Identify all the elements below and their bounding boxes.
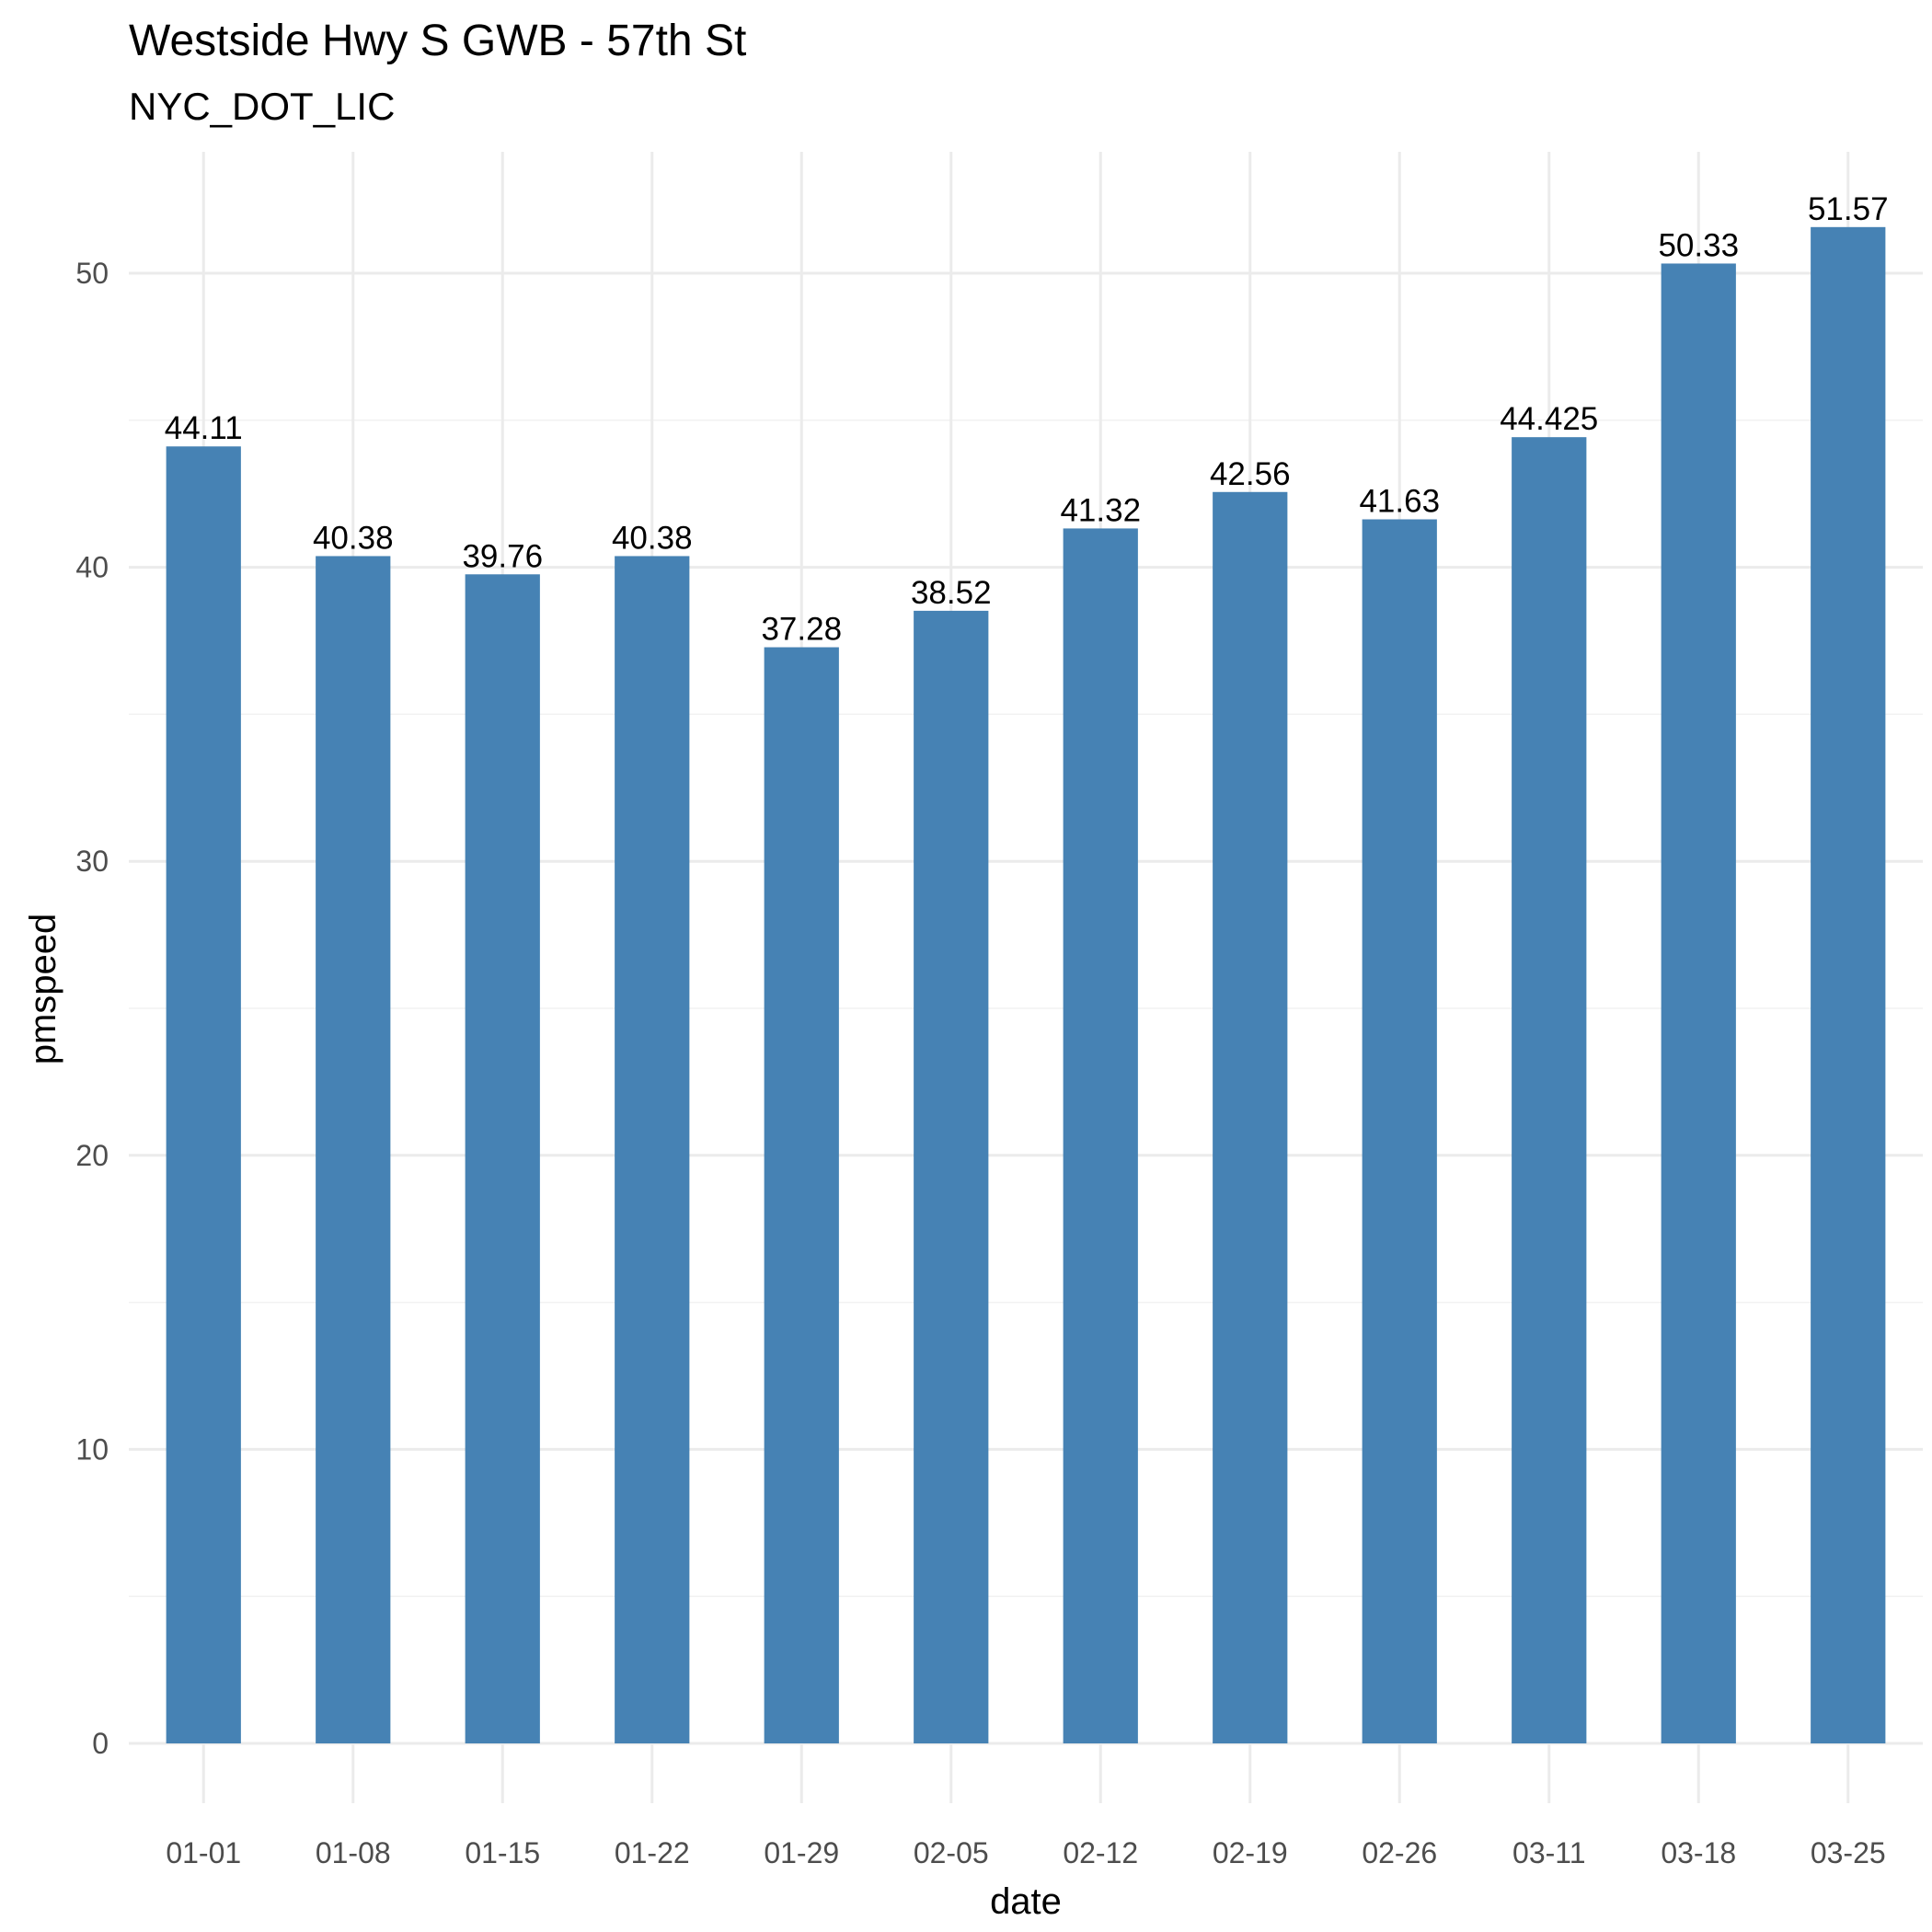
y-tick-labels: 0 10 20 30 40 50 — [75, 257, 109, 1760]
x-tick-labels: 01-01 01-08 01-15 01-22 01-29 02-05 02-12 02-19… — [166, 1836, 1885, 1869]
bar — [166, 446, 241, 1743]
grid — [129, 152, 1923, 1803]
data-label: 39.76 — [462, 538, 543, 574]
bar — [764, 647, 839, 1743]
data-label: 38.52 — [911, 575, 992, 611]
data-label: 50.33 — [1658, 227, 1739, 263]
y-tick-label: 10 — [75, 1432, 109, 1466]
y-tick-label: 40 — [75, 551, 109, 584]
chart-subtitle: NYC_DOT_LIC — [129, 85, 395, 128]
data-label: 40.38 — [313, 520, 394, 556]
chart-title: Westside Hwy S GWB - 57th St — [129, 17, 746, 65]
data-label: 44.425 — [1500, 401, 1598, 437]
x-tick-label: 01-01 — [166, 1836, 241, 1869]
x-tick-label: 02-05 — [914, 1836, 989, 1869]
data-label: 44.11 — [165, 410, 243, 446]
x-tick-label: 03-11 — [1512, 1836, 1585, 1869]
x-tick-label: 01-15 — [465, 1836, 540, 1869]
data-label: 51.57 — [1808, 191, 1889, 227]
x-tick-label: 02-26 — [1362, 1836, 1437, 1869]
bar — [1661, 263, 1736, 1744]
y-tick-label: 30 — [75, 845, 109, 878]
data-label: 42.56 — [1210, 456, 1291, 492]
bar — [1213, 491, 1288, 1743]
y-tick-label: 50 — [75, 257, 109, 290]
bars — [166, 226, 1886, 1744]
x-tick-label: 02-12 — [1063, 1836, 1138, 1869]
bar — [1063, 528, 1138, 1743]
bar — [1811, 226, 1886, 1744]
bar — [914, 610, 989, 1743]
y-tick-label: 0 — [92, 1727, 109, 1760]
bar — [465, 574, 540, 1743]
x-axis-label: date — [990, 1881, 1062, 1922]
data-label: 37.28 — [761, 612, 842, 648]
data-label: 41.63 — [1359, 484, 1440, 520]
bar — [1362, 519, 1437, 1744]
bar — [316, 556, 391, 1743]
y-axis-label: pmspeed — [23, 914, 63, 1065]
x-tick-label: 01-29 — [764, 1836, 839, 1869]
y-tick-label: 20 — [75, 1139, 109, 1172]
x-tick-label: 02-19 — [1213, 1836, 1288, 1869]
x-tick-label: 01-22 — [615, 1836, 690, 1869]
x-tick-label: 01-08 — [316, 1836, 391, 1869]
bar — [615, 556, 690, 1743]
x-tick-label: 03-18 — [1661, 1836, 1736, 1869]
data-labels: 44.11 40.38 39.76 40.38 37.28 38.52 41.32 42.56… — [165, 191, 1889, 648]
data-label: 41.32 — [1060, 492, 1141, 528]
bar — [1512, 437, 1587, 1743]
data-label: 40.38 — [612, 520, 693, 556]
x-tick-label: 03-25 — [1811, 1836, 1886, 1869]
